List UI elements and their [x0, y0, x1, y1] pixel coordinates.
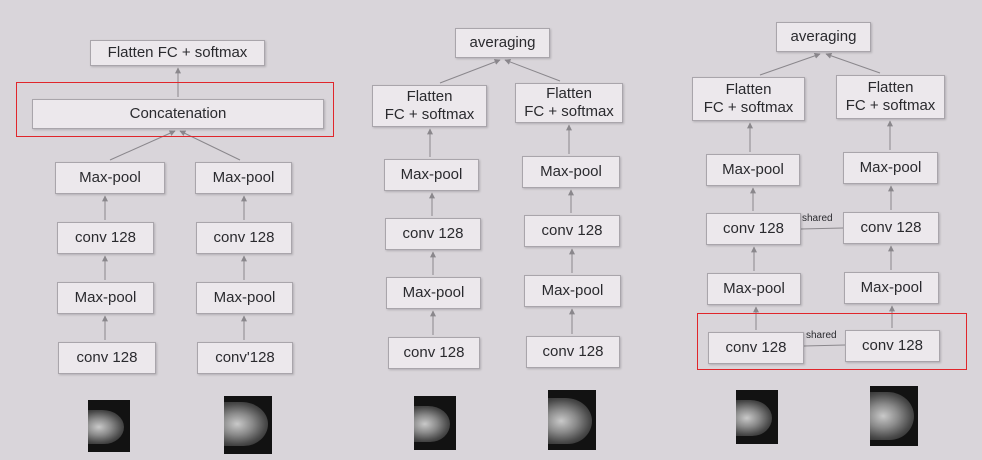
panel-c-col2-maxpool-top: Max-pool	[843, 152, 938, 184]
panel-a-col2-maxpool-bottom: Max-pool	[196, 282, 293, 314]
panel-c-averaging: averaging	[776, 22, 871, 52]
panel-b-col2-maxpool-bottom: Max-pool	[524, 275, 621, 307]
panel-a-mammogram-2	[224, 396, 272, 454]
arrow-a2-to-concat	[179, 130, 241, 161]
panel-a-concatenation: Concatenation	[32, 99, 324, 129]
arrow-c2-fc-to-avg	[825, 52, 881, 74]
panel-b-col2-flatten-fc: Flatten FC + softmax	[515, 83, 623, 123]
panel-a-flatten-fc-softmax: Flatten FC + softmax	[90, 40, 265, 66]
panel-b-col2-conv-bottom: conv 128	[526, 336, 620, 368]
panel-a-col2-conv-bottom: conv'128	[197, 342, 293, 374]
panel-c-conv-shared-highlight	[697, 313, 967, 370]
panel-a-col1-conv-bottom: conv 128	[58, 342, 156, 374]
panel-b-mammogram-2	[548, 390, 596, 450]
panel-b-col1-flatten-fc: Flatten FC + softmax	[372, 85, 487, 127]
panel-c-col1-maxpool-bottom: Max-pool	[707, 273, 801, 305]
panel-c-col2-flatten-fc: Flatten FC + softmax	[836, 75, 945, 119]
panel-a-col1-maxpool-top: Max-pool	[55, 162, 165, 194]
panel-c-col2-conv-bottom: conv 128	[845, 330, 940, 362]
panel-a-concatenation-highlight	[16, 82, 334, 137]
panel-b-mammogram-1	[414, 396, 456, 450]
arrow-b2-fc-to-avg	[504, 59, 561, 82]
panel-c-col2-maxpool-bottom: Max-pool	[844, 272, 939, 304]
panel-b-col1-maxpool-top: Max-pool	[384, 159, 479, 191]
panel-c-col1-conv-top: conv 128	[706, 213, 801, 245]
panel-a-col1-conv-top: conv 128	[57, 222, 154, 254]
panel-c-col1-conv-bottom: conv 128	[708, 332, 804, 364]
panel-c-mammogram-1	[736, 390, 778, 444]
arrow-b1-fc-to-avg	[439, 59, 501, 84]
shared-link-lower	[803, 344, 846, 347]
panel-c-mammogram-2	[870, 386, 918, 446]
panel-c-shared-label-upper: shared	[802, 213, 833, 224]
panel-b-averaging: averaging	[455, 28, 550, 58]
panel-a-col1-maxpool-bottom: Max-pool	[57, 282, 154, 314]
panel-a-col2-maxpool-top: Max-pool	[195, 162, 292, 194]
panel-a-col2-conv-top: conv 128	[196, 222, 292, 254]
panel-b-col2-maxpool-top: Max-pool	[522, 156, 620, 188]
panel-c-col1-flatten-fc: Flatten FC + softmax	[692, 77, 805, 121]
shared-link-upper	[800, 227, 844, 230]
panel-b-col1-conv-top: conv 128	[385, 218, 481, 250]
panel-c-col1-maxpool-top: Max-pool	[706, 154, 800, 186]
panel-a-mammogram-1	[88, 400, 130, 452]
arrow-c1-fc-to-avg	[759, 52, 821, 76]
panel-b-col2-conv-top: conv 128	[524, 215, 620, 247]
arrow-a1-to-concat	[109, 130, 176, 161]
panel-c-shared-label-lower: shared	[806, 330, 837, 341]
panel-b-col1-conv-bottom: conv 128	[388, 337, 480, 369]
panel-b-col1-maxpool-bottom: Max-pool	[386, 277, 481, 309]
panel-c-col2-conv-top: conv 128	[843, 212, 939, 244]
